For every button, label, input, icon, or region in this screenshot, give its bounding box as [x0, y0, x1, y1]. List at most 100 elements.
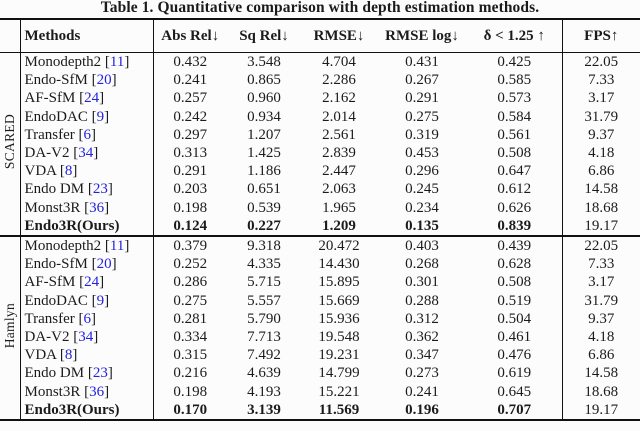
metric-value: 0.619 — [497, 365, 532, 382]
fps-value: 3.17 — [561, 273, 640, 292]
metric-value: 0.242 — [173, 108, 208, 125]
method-cell: Endo3R(Ours) — [19, 400, 154, 421]
fps-value: 6.86 — [561, 346, 640, 365]
metric-value: 0.584 — [497, 108, 532, 125]
metric-value: 2.063 — [322, 181, 356, 198]
method-cell: Endo DM [23] — [19, 364, 154, 383]
metric-value: 4.193 — [247, 383, 281, 400]
metric-value: 0.268 — [405, 256, 439, 273]
metric-value: 0.170 — [173, 401, 208, 418]
citation-link[interactable]: 11 — [109, 238, 125, 255]
metric-value: 0.707 — [497, 401, 532, 418]
table-row: Monst3R [36] 0.198 0.539 1.965 0.234 0.626 18.… — [0, 198, 640, 217]
citation-link[interactable]: 34 — [78, 145, 94, 162]
method-cell: AF-SfM [24] — [19, 273, 154, 292]
metric-value: 0.439 — [467, 235, 562, 256]
fps-value: 7.33 — [561, 255, 640, 274]
table-header: Methods Abs Rel↓ Sq Rel↓ RMSE↓ RMSE log↓… — [0, 19, 640, 53]
method-cell: Endo-SfM [20] — [19, 255, 154, 274]
metric-value: 1.186 — [247, 163, 281, 180]
metric-value: 19.231 — [318, 347, 360, 364]
metric-value: 0.362 — [405, 329, 439, 346]
table-row: Endo DM [23] 0.216 4.639 14.799 0.273 0.619 14… — [0, 364, 640, 383]
metric-value: 0.275 — [173, 292, 208, 309]
metric-value: 0.403 — [377, 235, 467, 256]
dataset-group-label-text: Hamlyn — [2, 302, 18, 349]
metric-value: 4.335 — [247, 256, 281, 273]
metric-value: 2.561 — [322, 126, 356, 143]
method-cell: Monst3R [36] — [19, 382, 154, 401]
citation-link[interactable]: 9 — [96, 108, 105, 125]
fps-value: 18.68 — [561, 382, 640, 401]
metric-value: 1.209 — [322, 217, 356, 234]
citation-link[interactable]: 9 — [96, 292, 105, 309]
metric-value: 0.227 — [247, 217, 281, 234]
table-row: Endo3R(Ours) 0.124 0.227 1.209 0.135 0.839 19.… — [0, 216, 640, 237]
table-caption: Table 1. Quantitative comparison with de… — [100, 0, 540, 16]
metric-value: 5.715 — [247, 274, 281, 291]
metric-value: 0.275 — [405, 108, 439, 125]
metric-value: 0.628 — [497, 256, 532, 273]
citation-link[interactable]: 20 — [96, 72, 112, 89]
citation-link[interactable]: 24 — [84, 90, 100, 107]
fps-value: 19.17 — [561, 400, 640, 421]
citation-link[interactable]: 8 — [64, 347, 73, 364]
metric-value: 0.273 — [405, 365, 439, 382]
metric-value: 11.569 — [318, 401, 360, 418]
citation-link[interactable]: 36 — [89, 383, 105, 400]
metric-value: 0.319 — [405, 126, 439, 143]
metric-value: 0.216 — [173, 365, 208, 382]
citation-link[interactable]: 11 — [109, 54, 125, 70]
metric-value: 2.839 — [322, 145, 356, 162]
metric-value: 0.651 — [247, 181, 281, 198]
method-cell: DA-V2 [34] — [19, 144, 154, 163]
citation-link[interactable]: 36 — [89, 199, 105, 216]
table-row: SCARED Monodepth2 [11] 0.432 3.548 4.704 0.43… — [0, 52, 640, 169]
citation-link[interactable]: 6 — [83, 126, 92, 143]
citation-link[interactable]: 6 — [83, 310, 92, 327]
results-table: Methods Abs Rel↓ Sq Rel↓ RMSE↓ RMSE log↓… — [0, 18, 640, 422]
table-row: VDA [8] 0.291 1.186 2.447 0.296 0.647 6.86 — [0, 162, 640, 181]
metric-value: 9.318 — [227, 235, 301, 256]
fps-value: 31.79 — [561, 107, 640, 126]
col-header-sq-rel: Sq Rel↓ — [227, 19, 301, 53]
table-row: Endo DM [23] 0.203 0.651 2.063 0.245 0.612 14.… — [0, 180, 640, 199]
table-row: VDA [8] 0.315 7.492 19.231 0.347 0.476 6.86 — [0, 346, 640, 365]
metric-value: 0.476 — [497, 347, 532, 364]
metric-value: 4.704 — [322, 54, 356, 70]
citation-link[interactable]: 24 — [84, 274, 100, 291]
metric-value: 0.312 — [405, 310, 439, 327]
method-cell: EndoDAC [9] — [19, 107, 154, 126]
metric-value: 0.196 — [405, 401, 439, 418]
metric-value: 0.291 — [405, 90, 439, 107]
metric-value: 3.139 — [247, 401, 281, 418]
method-cell: Monst3R [36] — [19, 198, 154, 217]
table-row: EndoDAC [9] 0.275 5.557 15.669 0.288 0.519 31.… — [0, 291, 640, 310]
dataset-group-label-text: SCARED — [2, 113, 18, 169]
metric-value: 0.198 — [173, 383, 208, 400]
metric-value: 0.934 — [247, 108, 281, 125]
metric-value: 0.135 — [405, 217, 439, 234]
citation-link[interactable]: 23 — [92, 365, 108, 382]
table-row: Endo-SfM [20] 0.252 4.335 14.430 0.268 0.628 7… — [0, 255, 640, 274]
method-cell: Transfer [6] — [19, 125, 154, 145]
metric-value: 0.573 — [497, 90, 532, 107]
citation-link[interactable]: 8 — [64, 163, 73, 180]
metric-value: 0.865 — [247, 72, 281, 89]
citation-link[interactable]: 34 — [78, 329, 94, 346]
metric-value: 0.245 — [405, 181, 439, 198]
group-scared-body: SCARED Monodepth2 [11] 0.432 3.548 4.704 0.43… — [0, 52, 640, 237]
fps-value: 18.68 — [561, 198, 640, 217]
metric-value: 15.221 — [318, 383, 360, 400]
citation-link[interactable]: 20 — [96, 256, 112, 273]
citation-link[interactable]: 23 — [92, 181, 108, 198]
fps-value: 14.58 — [561, 180, 640, 199]
dataset-group-label: Hamlyn — [0, 235, 20, 421]
metric-value: 0.296 — [405, 163, 439, 180]
metric-value: 5.557 — [247, 292, 281, 309]
metric-value: 1.965 — [322, 199, 356, 216]
table-row: Hamlyn Monodepth2 [11] 0.379 9.318 20.472 0.4… — [0, 235, 640, 421]
metric-value: 20.472 — [301, 235, 377, 256]
metric-value: 15.895 — [318, 274, 360, 291]
fps-value: 19.17 — [561, 216, 640, 237]
